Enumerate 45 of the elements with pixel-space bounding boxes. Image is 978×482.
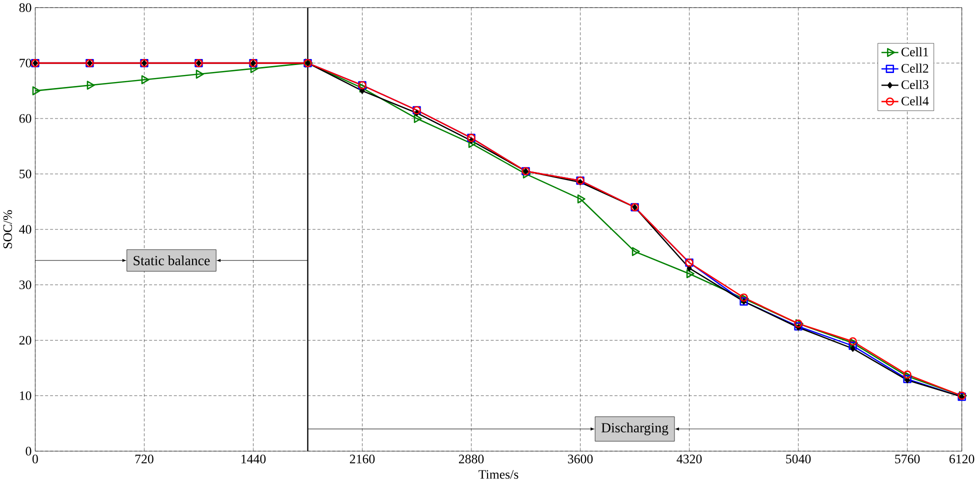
x-tick-label: 5760 — [895, 454, 920, 464]
point — [850, 338, 858, 348]
x-tick-label: 0 — [32, 454, 38, 464]
x-tick-label: 4320 — [676, 454, 702, 464]
point — [850, 345, 856, 352]
point — [686, 265, 692, 272]
point — [577, 194, 586, 204]
point — [196, 70, 204, 79]
point — [632, 247, 640, 256]
y-tick-label: 30 — [19, 280, 32, 290]
x-tick-label: 1440 — [242, 454, 266, 464]
y-tick-label: 60 — [19, 114, 32, 123]
annotation: Static balance — [134, 256, 210, 266]
legend-label: Cell3 — [902, 80, 928, 90]
y-tick-label: 0 — [26, 446, 32, 456]
point — [468, 138, 476, 148]
legend-label: Cell1 — [902, 47, 928, 56]
point — [522, 169, 531, 178]
y-tick-label: 20 — [19, 336, 32, 345]
point — [360, 88, 365, 94]
point — [32, 86, 40, 96]
point — [414, 114, 422, 123]
x-axis-title: Times/s — [478, 470, 518, 479]
x-tick-label: 2880 — [458, 454, 484, 464]
annotation: Discharging — [601, 422, 668, 436]
point — [848, 342, 857, 350]
point — [686, 269, 694, 278]
legend-label: Cell4 — [902, 96, 929, 106]
point — [359, 83, 368, 92]
y-axis-title: SOC/% — [3, 210, 12, 248]
point — [250, 64, 258, 74]
y-tick-label: 40 — [19, 225, 32, 234]
y-tick-label: 50 — [20, 170, 32, 178]
point — [904, 377, 910, 384]
point — [86, 80, 95, 90]
point — [903, 374, 912, 384]
y-tick-label: 10 — [20, 391, 32, 400]
x-tick-label: 720 — [135, 454, 154, 464]
x-tick-label: 3600 — [568, 454, 593, 464]
x-tick-label: 2160 — [350, 454, 375, 464]
point — [141, 75, 150, 84]
legend-label: Cell2 — [902, 64, 928, 73]
x-tick-label: 6120 — [950, 454, 974, 464]
x-tick-label: 5040 — [786, 454, 811, 464]
y-tick-label: 80 — [19, 3, 32, 12]
